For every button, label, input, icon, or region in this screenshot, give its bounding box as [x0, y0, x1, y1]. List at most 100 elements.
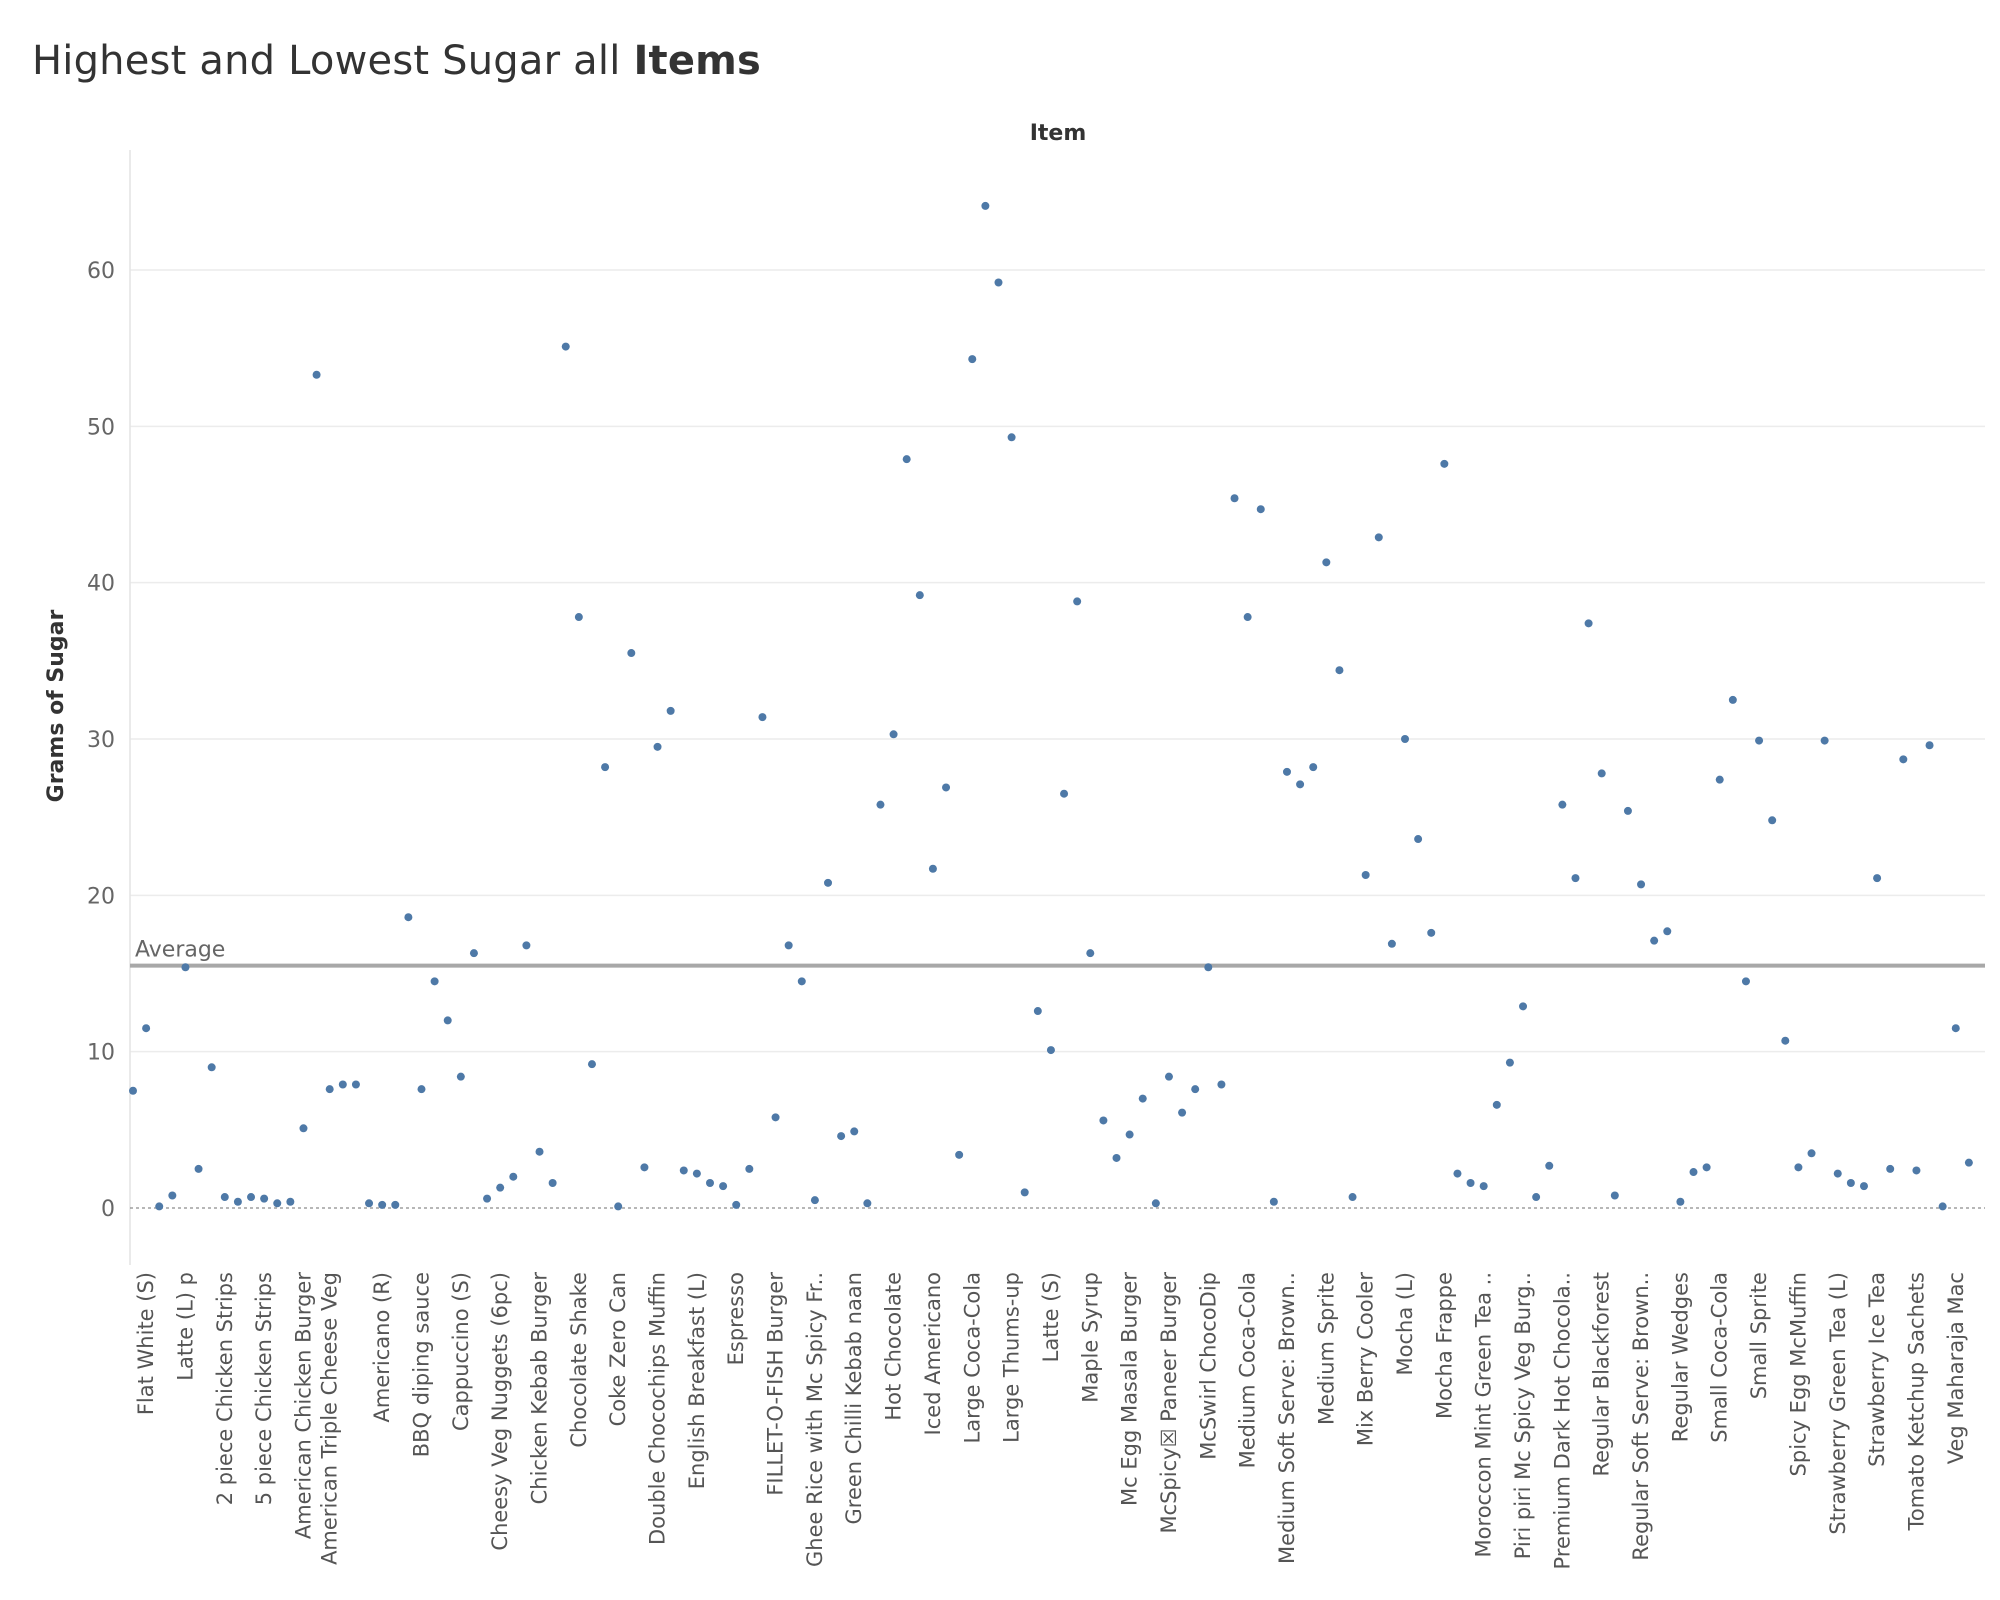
data-point: [1191, 1085, 1200, 1094]
data-point: [456, 1072, 465, 1081]
data-point: [1361, 871, 1370, 880]
x-tick-label: McSwirl ChocoDip: [1196, 1272, 1220, 1460]
data-point: [928, 864, 937, 873]
x-tick-label: FILLET-O-FISH Burger: [764, 1272, 788, 1496]
data-point: [981, 201, 990, 210]
x-tick-label: Strawberry Ice Tea: [1865, 1272, 1889, 1467]
data-point: [155, 1202, 164, 1211]
x-tick-label: Medium Soft Serve: Brown..: [1275, 1272, 1299, 1564]
data-point: [850, 1127, 859, 1136]
data-point: [273, 1199, 282, 1208]
data-point: [404, 913, 413, 922]
data-point: [325, 1085, 334, 1094]
y-tick-label: 20: [87, 884, 115, 909]
data-point: [168, 1191, 177, 1200]
chart-title-main: Highest and Lowest Sugar all: [32, 38, 634, 84]
data-point: [1873, 874, 1882, 883]
data-point: [955, 1150, 964, 1159]
data-point: [1256, 505, 1265, 514]
data-point: [1243, 613, 1252, 622]
data-point: [1505, 1058, 1514, 1067]
data-point: [1532, 1193, 1541, 1202]
data-point: [338, 1080, 347, 1089]
x-tick-label: Green Chilli Kebab naan: [842, 1272, 866, 1524]
x-tick-label: Premium Dark Hot Chocola..: [1550, 1272, 1574, 1569]
data-point: [469, 949, 478, 958]
data-point: [1637, 880, 1646, 889]
data-point: [837, 1132, 846, 1141]
data-point: [705, 1178, 714, 1187]
data-point: [1440, 459, 1449, 468]
x-axis-ticks: Flat White (S) Latte (L) p 2 piece Chicken…: [134, 1272, 1968, 1570]
x-tick-label: Veg Maharaja Mac: [1944, 1272, 1968, 1464]
data-point: [1925, 741, 1934, 750]
y-tick-label: 60: [87, 259, 115, 284]
x-tick-label: Moroccon Mint Green Tea ..: [1472, 1272, 1496, 1557]
data-point: [1519, 1002, 1528, 1011]
x-tick-label: Spicy Egg McMuffin: [1786, 1272, 1810, 1476]
x-tick-label: Regular Blackforest: [1590, 1272, 1614, 1477]
x-tick-label: Small Coca-Cola: [1708, 1272, 1732, 1443]
data-point: [1204, 963, 1213, 972]
data-point: [1938, 1202, 1947, 1211]
x-tick-label: American Chicken Burger: [291, 1272, 315, 1540]
x-tick-label: English Breakfast (L): [685, 1272, 709, 1489]
x-tick-label: Latte (L) p: [173, 1272, 197, 1381]
data-point: [1230, 494, 1239, 503]
data-point: [1728, 695, 1737, 704]
data-point: [260, 1194, 269, 1203]
data-point: [1545, 1161, 1554, 1170]
data-point: [312, 370, 321, 379]
data-point: [535, 1147, 544, 1156]
data-point: [1558, 800, 1567, 809]
data-point: [1112, 1153, 1121, 1162]
data-point: [784, 941, 793, 950]
data-point: [1387, 939, 1396, 948]
data-point: [1007, 433, 1016, 442]
data-point: [1912, 1166, 1921, 1175]
chart-title-bold: Items: [633, 38, 762, 84]
data-point: [863, 1199, 872, 1208]
data-point: [1820, 736, 1829, 745]
data-point: [548, 1178, 557, 1187]
y-tick-label: 10: [87, 1041, 115, 1066]
data-point: [351, 1080, 360, 1089]
data-point: [1768, 816, 1777, 825]
x-tick-label: Regular Soft Serve: Brown..: [1629, 1272, 1653, 1561]
x-tick-label: Regular Wedges: [1668, 1272, 1692, 1442]
data-point: [417, 1085, 426, 1094]
data-point: [194, 1164, 203, 1173]
data-point: [771, 1113, 780, 1122]
data-point: [758, 713, 767, 722]
data-point: [587, 1060, 596, 1069]
data-point: [1138, 1094, 1147, 1103]
data-point: [1479, 1182, 1488, 1191]
x-tick-label: Mix Berry Cooler: [1354, 1272, 1378, 1446]
data-point: [299, 1124, 308, 1133]
data-point: [247, 1193, 256, 1202]
data-point: [1453, 1169, 1462, 1178]
data-point: [1046, 1046, 1055, 1055]
data-point: [1073, 597, 1082, 606]
x-tick-label: Hot Chocolate: [882, 1272, 906, 1421]
x-tick-label: American Triple Cheese Veg: [318, 1272, 342, 1565]
data-point: [1886, 1164, 1895, 1173]
y-axis-title: Grams of Sugar: [44, 609, 69, 802]
data-point: [1269, 1197, 1278, 1206]
data-point: [1571, 874, 1580, 883]
data-point: [1414, 835, 1423, 844]
data-point: [1466, 1178, 1475, 1187]
data-point: [1781, 1036, 1790, 1045]
y-axis-ticks: 0 10 20 30 40 50 60: [87, 259, 115, 1222]
x-tick-label: Large Thums-up: [1000, 1272, 1024, 1443]
data-point: [1086, 949, 1095, 958]
data-point: [1492, 1100, 1501, 1109]
data-point: [1755, 736, 1764, 745]
data-point: [719, 1182, 728, 1191]
data-point: [640, 1163, 649, 1172]
x-axis-title: Item: [1030, 121, 1087, 146]
data-point: [574, 613, 583, 622]
x-tick-label: 5 piece Chicken Strips: [252, 1272, 276, 1505]
data-point: [142, 1024, 151, 1033]
data-point: [561, 342, 570, 351]
